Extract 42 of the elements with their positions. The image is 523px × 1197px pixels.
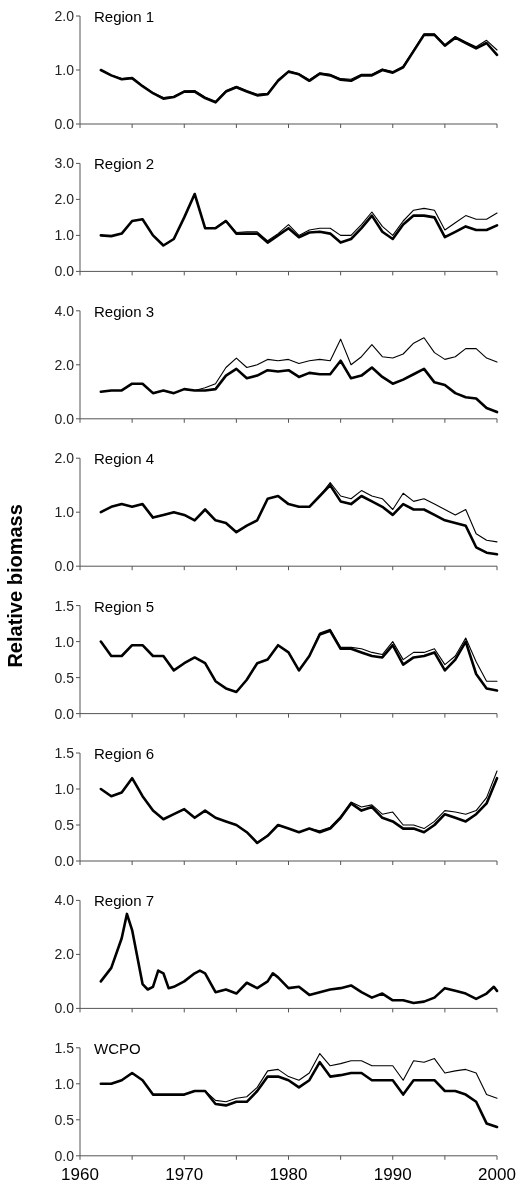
y-tick-label: 2.0 <box>54 191 75 208</box>
y-tick-label: 1.5 <box>54 1039 75 1056</box>
chart-title: WCPO <box>94 1039 141 1057</box>
y-tick-label: 1.0 <box>54 780 75 797</box>
chart-title: Region 6 <box>94 745 155 762</box>
y-tick-label: 0.5 <box>54 669 75 686</box>
y-tick-label: 2.0 <box>54 450 75 467</box>
y-tick-label: 2.0 <box>54 7 75 24</box>
chart-title: Region 5 <box>94 597 155 615</box>
y-tick-label: 1.5 <box>54 597 75 614</box>
y-tick-label: 0.0 <box>54 1000 75 1017</box>
chart-title: Region 2 <box>94 155 155 173</box>
chart-title: Region 1 <box>94 8 155 25</box>
y-tick-label: 0.0 <box>54 1147 75 1164</box>
y-tick-label: 3.0 <box>54 155 75 172</box>
y-tick-label: 0.0 <box>54 852 75 869</box>
x-tick-label: 1960 <box>61 1164 99 1184</box>
x-tick-label: 1970 <box>165 1164 204 1184</box>
y-tick-label: 4.0 <box>54 302 75 319</box>
y-tick-label: 0.0 <box>54 263 75 280</box>
y-tick-label: 1.0 <box>54 227 75 244</box>
y-tick-label: 0.5 <box>54 816 75 833</box>
y-tick-label: 0.0 <box>54 558 75 575</box>
y-tick-label: 1.5 <box>54 744 75 761</box>
y-axis-title: Relative biomass <box>4 504 26 668</box>
y-tick-label: 1.0 <box>54 1075 75 1092</box>
y-tick-label: 0.5 <box>54 1111 75 1128</box>
y-tick-label: 2.0 <box>54 946 75 963</box>
y-tick-label: 4.0 <box>54 892 75 909</box>
y-tick-label: 1.0 <box>54 504 75 521</box>
y-tick-label: 0.0 <box>54 410 75 427</box>
y-tick-label: 2.0 <box>54 356 75 373</box>
chart-title: Region 3 <box>94 302 155 320</box>
x-tick-label: 1990 <box>373 1164 412 1184</box>
y-tick-label: 0.0 <box>54 115 75 132</box>
y-tick-label: 0.0 <box>54 705 75 722</box>
x-tick-label: 2000 <box>478 1164 516 1184</box>
chart-title: Region 4 <box>94 450 155 468</box>
chart-title: Region 7 <box>94 892 155 910</box>
x-tick-label: 1980 <box>269 1164 308 1184</box>
y-tick-label: 1.0 <box>54 61 75 78</box>
y-tick-label: 1.0 <box>54 633 75 650</box>
